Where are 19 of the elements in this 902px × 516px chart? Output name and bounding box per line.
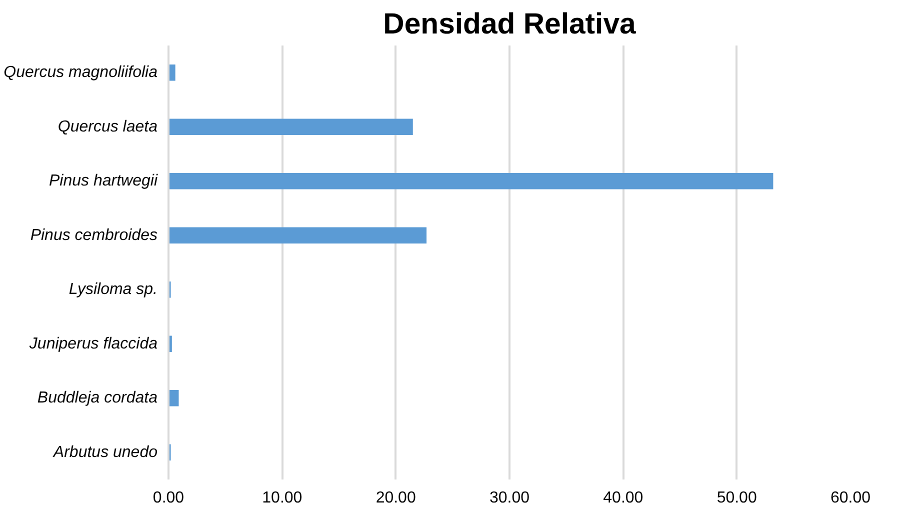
bar — [168, 118, 413, 136]
x-tick-label: 20.00 — [376, 490, 416, 506]
y-tick-label: Pinus cembroides — [30, 226, 158, 244]
x-tick-label: 10.00 — [262, 490, 302, 506]
y-tick-label: Quercus magnoliifolia — [4, 64, 158, 82]
x-tick-label: 40.00 — [603, 490, 644, 506]
x-tick-label: 50.00 — [716, 490, 757, 506]
y-tick-label: Pinus hartwegii — [49, 172, 158, 190]
chart-title: Densidad Relativa — [383, 8, 637, 40]
bar — [168, 172, 774, 190]
x-tick-label: 60.00 — [830, 490, 871, 506]
y-tick-label: Juniperus flaccida — [28, 335, 158, 352]
y-tick-label: Quercus laeta — [58, 118, 158, 136]
x-tick-label: 30.00 — [489, 490, 530, 506]
y-tick-label: Lysiloma sp. — [68, 281, 158, 298]
y-tick-label: Arbutus unedo — [52, 444, 158, 461]
bar — [168, 227, 427, 244]
y-tick-label: Buddleja cordata — [37, 390, 158, 407]
x-tick-label: 0.00 — [152, 490, 184, 506]
